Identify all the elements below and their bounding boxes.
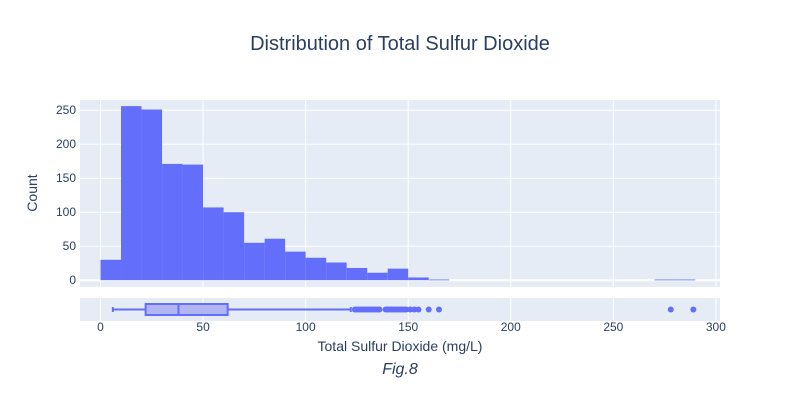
histogram-bar [100, 259, 122, 281]
histogram-bar [346, 267, 368, 281]
y-tick-label: 150 [56, 171, 76, 185]
x-tick-label: 300 [706, 320, 726, 334]
histogram-bar [223, 212, 245, 281]
histogram-bar [182, 164, 204, 281]
histogram-bar [264, 238, 286, 281]
x-tick-label: 100 [296, 320, 316, 334]
y-tick-label: 0 [69, 273, 76, 287]
x-tick-label: 200 [501, 320, 521, 334]
histogram-bar [305, 257, 327, 281]
y-tick-label: 50 [63, 239, 77, 253]
y-tick-label: 100 [56, 205, 76, 219]
y-tick-label: 250 [56, 103, 76, 117]
histogram-bar [387, 268, 409, 281]
x-tick-label: 50 [196, 320, 210, 334]
histogram-bar [162, 163, 183, 281]
histogram-bar [244, 242, 265, 281]
histogram-bars [100, 106, 696, 281]
outlier-point [415, 306, 422, 313]
y-axis-ticks: 0 50 100 150 200 250 [56, 103, 76, 287]
outlier-point [403, 306, 410, 313]
histogram-bar [408, 277, 429, 281]
x-tick-label: 0 [97, 320, 104, 334]
histogram-bar [428, 279, 450, 281]
histogram-bar [203, 207, 224, 281]
histogram-bar [654, 279, 675, 281]
outlier-point [376, 306, 383, 313]
x-tick-label: 250 [603, 320, 623, 334]
histogram-bar [121, 106, 142, 281]
outlier-point [667, 306, 674, 313]
histogram-bar [326, 262, 347, 281]
x-axis-label: Total Sulfur Dioxide (mg/L) [318, 338, 483, 354]
figure-caption: Fig.8 [382, 361, 418, 378]
outlier-point [425, 306, 432, 313]
histogram-bar [141, 109, 163, 281]
outlier-point [435, 306, 442, 313]
outlier-point [407, 306, 414, 313]
histogram-bar [285, 251, 306, 281]
chart-title: Distribution of Total Sulfur Dioxide [250, 33, 550, 55]
x-axis-ticks: 0 50 100 150 200 250 300 [97, 320, 726, 334]
outlier-point [411, 306, 418, 313]
histogram-bar [367, 272, 388, 281]
y-axis-label: Count [24, 174, 40, 211]
x-tick-label: 150 [398, 320, 418, 334]
outlier-point [690, 306, 697, 313]
histogram-bar [674, 279, 696, 281]
y-tick-label: 200 [56, 137, 76, 151]
boxplot [111, 303, 697, 316]
interquartile-box [144, 303, 229, 316]
